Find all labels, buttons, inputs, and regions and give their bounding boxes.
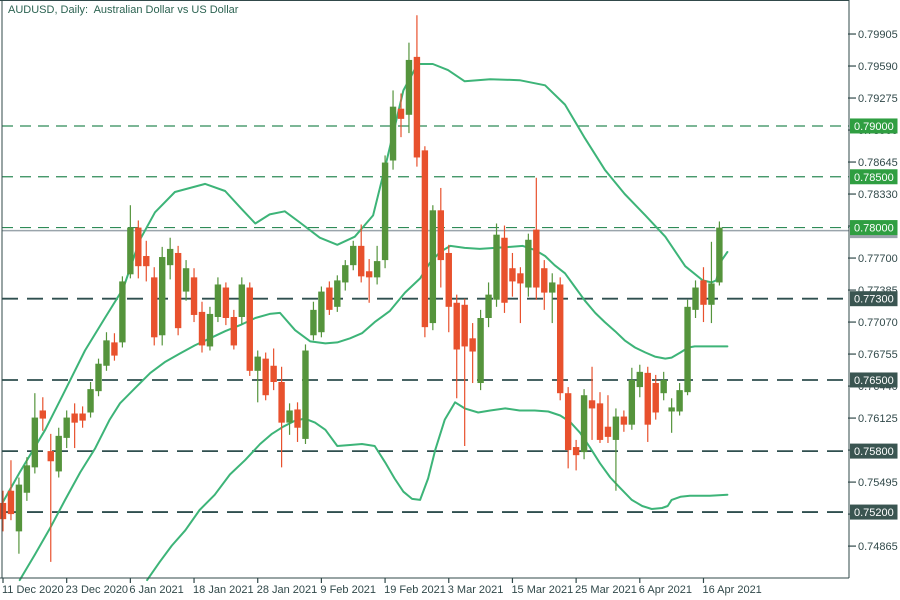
date-axis-tick-labels: 11 Dec 2020 23 Dec 2020 6 Jan 2021 18 Jan 2… [2,578,762,596]
svg-text:0.75200: 0.75200 [854,507,894,519]
svg-text:0.75495: 0.75495 [858,477,898,489]
svg-text:11 Dec 2020: 11 Dec 2020 [2,584,64,596]
candlestick-layer [0,15,723,562]
svg-text:3 Mar 2021: 3 Mar 2021 [448,584,504,596]
svg-text:0.78645: 0.78645 [858,157,898,169]
svg-text:0.77070: 0.77070 [858,317,898,329]
svg-text:9 Feb 2021: 9 Feb 2021 [320,584,376,596]
svg-text:0.76755: 0.76755 [858,349,898,361]
price-level-label [850,372,898,388]
svg-text:18 Jan 2021: 18 Jan 2021 [193,584,254,596]
chart-symbol-title: AUDUSD, Daily: Australian Dollar vs US D… [8,4,239,16]
bollinger-lower-band [146,401,729,582]
svg-text:0.79905: 0.79905 [858,29,898,41]
svg-text:0.78330: 0.78330 [858,189,898,201]
price-level-labels: 0.779700.790000.785000.780000.773000.765… [850,118,898,520]
svg-text:0.77700: 0.77700 [858,253,898,265]
svg-text:0.79000: 0.79000 [854,121,894,133]
price-axis-tick-labels: 0.799050.795900.792750.789600.786450.783… [848,29,898,553]
price-level-label [850,169,898,185]
svg-text:0.74865: 0.74865 [858,541,898,553]
svg-text:0.77300: 0.77300 [854,294,894,306]
svg-text:6 Apr 2021: 6 Apr 2021 [639,584,692,596]
svg-text:0.75800: 0.75800 [854,446,894,458]
price-level-label [850,118,898,134]
bollinger-bands-layer [2,63,729,582]
svg-text:0.76500: 0.76500 [854,375,894,387]
price-level-label [850,220,898,236]
svg-text:0.76125: 0.76125 [858,413,898,425]
svg-text:16 Apr 2021: 16 Apr 2021 [702,584,761,596]
svg-text:28 Jan 2021: 28 Jan 2021 [257,584,318,596]
svg-text:0.78000: 0.78000 [854,223,894,235]
svg-text:0.79275: 0.79275 [858,93,898,105]
svg-text:6 Jan 2021: 6 Jan 2021 [129,584,183,596]
bollinger-middle-band [18,244,729,582]
svg-text:23 Dec 2020: 23 Dec 2020 [66,584,128,596]
price-level-label [850,443,898,459]
svg-text:15 Mar 2021: 15 Mar 2021 [511,584,573,596]
price-level-label [850,291,898,307]
svg-text:0.79590: 0.79590 [858,61,898,73]
svg-text:25 Mar 2021: 25 Mar 2021 [575,584,637,596]
svg-text:0.78500: 0.78500 [854,172,894,184]
price-level-label [850,504,898,520]
svg-text:19 Feb 2021: 19 Feb 2021 [384,584,446,596]
